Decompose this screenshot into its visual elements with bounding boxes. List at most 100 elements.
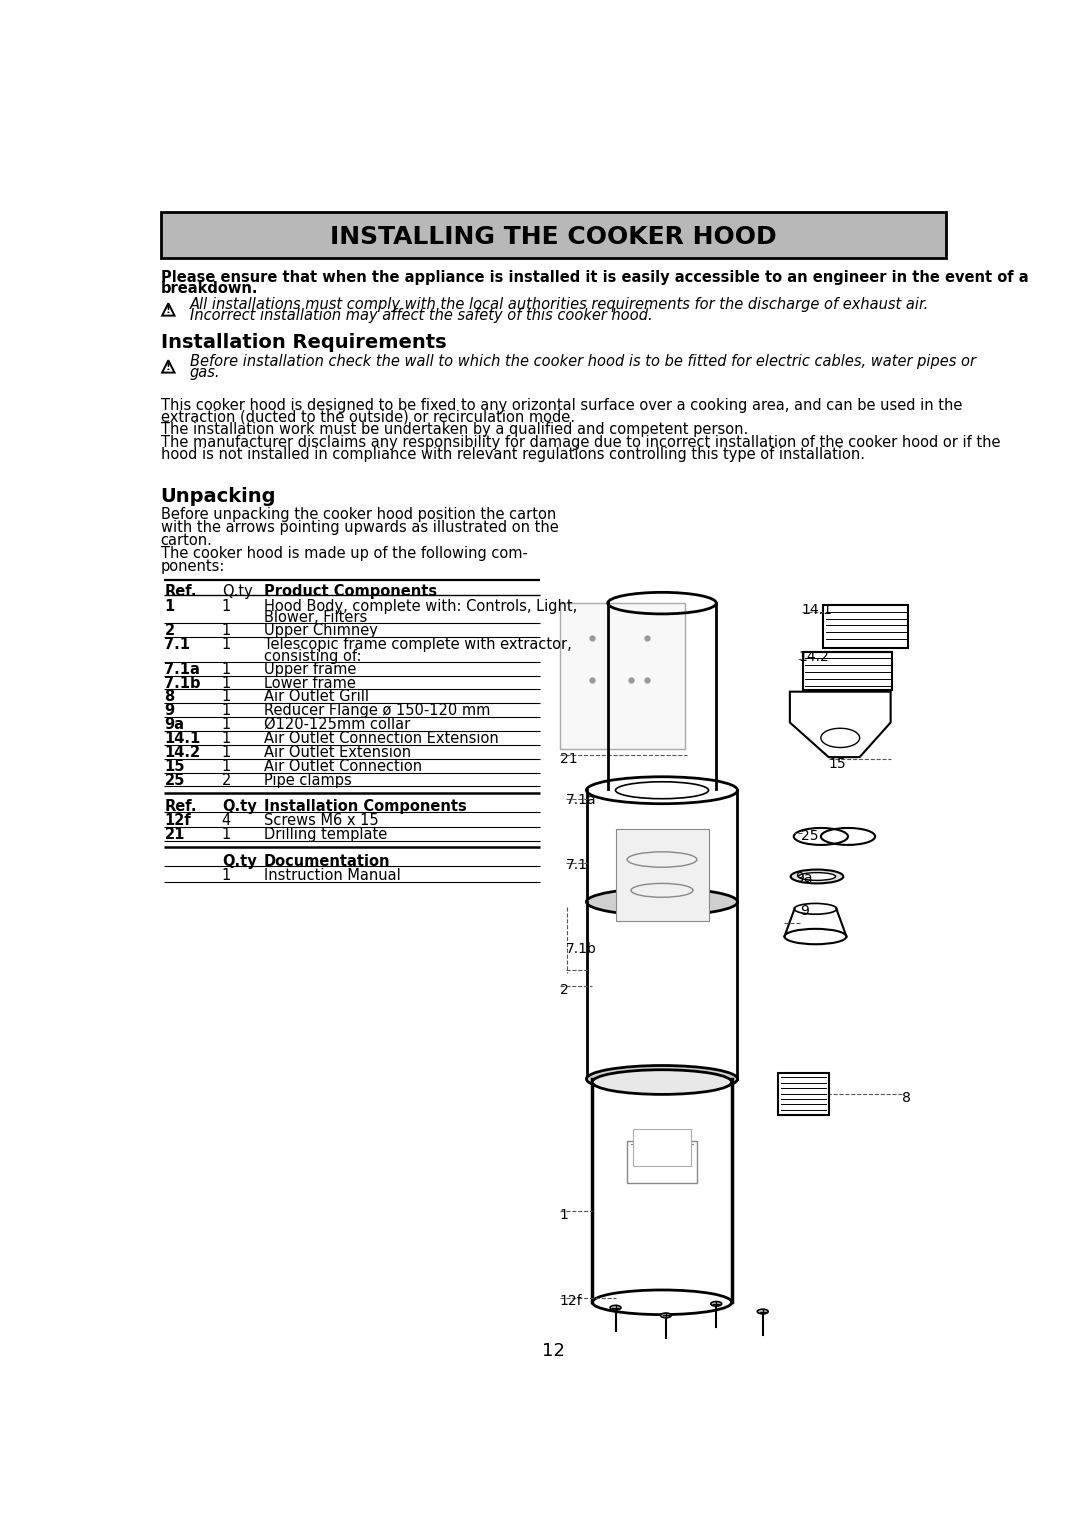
Text: The installation work must be undertaken by a qualified and competent person.: The installation work must be undertaken… bbox=[161, 422, 747, 437]
Text: Before unpacking the cooker hood position the carton: Before unpacking the cooker hood positio… bbox=[161, 508, 556, 521]
Text: 7.1: 7.1 bbox=[164, 638, 190, 651]
Text: 8: 8 bbox=[164, 690, 175, 705]
Text: Upper Chimney: Upper Chimney bbox=[264, 624, 378, 638]
Text: Ref.: Ref. bbox=[164, 800, 197, 815]
Text: 1: 1 bbox=[221, 731, 231, 746]
Text: Pipe clamps: Pipe clamps bbox=[264, 772, 351, 787]
Text: 7.1b: 7.1b bbox=[164, 676, 201, 691]
Text: extraction (ducted to the outside) or recirculation mode.: extraction (ducted to the outside) or re… bbox=[161, 410, 575, 425]
Text: Drilling template: Drilling template bbox=[264, 827, 387, 842]
Text: Reducer Flange ø 150-120 mm: Reducer Flange ø 150-120 mm bbox=[264, 703, 490, 719]
Text: INSTALLING THE COOKER HOOD: INSTALLING THE COOKER HOOD bbox=[330, 225, 777, 249]
Text: Blower, Filters: Blower, Filters bbox=[264, 610, 367, 625]
Text: Air Outlet Connection: Air Outlet Connection bbox=[264, 758, 422, 774]
Text: carton.: carton. bbox=[161, 534, 213, 547]
Text: 25: 25 bbox=[801, 829, 819, 842]
Text: 25: 25 bbox=[164, 772, 185, 787]
Text: 1: 1 bbox=[221, 868, 231, 884]
Text: !: ! bbox=[166, 304, 171, 315]
Text: Air Outlet Connection Extension: Air Outlet Connection Extension bbox=[264, 731, 498, 746]
Text: Q.ty: Q.ty bbox=[221, 584, 253, 599]
Text: 7.1b: 7.1b bbox=[566, 942, 597, 956]
Ellipse shape bbox=[610, 1306, 621, 1310]
Text: 21: 21 bbox=[164, 827, 185, 842]
Text: 1: 1 bbox=[221, 598, 231, 613]
Text: 1: 1 bbox=[221, 624, 231, 638]
Text: Q.ty: Q.ty bbox=[221, 800, 257, 815]
Text: All installations must comply with the local authorities requirements for the di: All installations must comply with the l… bbox=[190, 297, 929, 312]
Text: 1: 1 bbox=[221, 717, 231, 732]
Text: 7.1a: 7.1a bbox=[566, 794, 596, 807]
Text: 1: 1 bbox=[221, 690, 231, 705]
Text: 1: 1 bbox=[221, 703, 231, 719]
Text: The manufacturer disclaims any responsibility for damage due to incorrect instal: The manufacturer disclaims any responsib… bbox=[161, 434, 1000, 450]
Bar bbox=[627, 1141, 697, 1183]
Text: 9a: 9a bbox=[164, 717, 185, 732]
Text: 1: 1 bbox=[221, 758, 231, 774]
Text: with the arrows pointing upwards as illustrated on the: with the arrows pointing upwards as illu… bbox=[161, 520, 558, 535]
Text: 1: 1 bbox=[221, 745, 231, 760]
Bar bbox=[633, 1128, 691, 1167]
FancyBboxPatch shape bbox=[161, 213, 946, 258]
Text: Air Outlet Extension: Air Outlet Extension bbox=[264, 745, 410, 760]
Text: Instruction Manual: Instruction Manual bbox=[264, 868, 401, 884]
Bar bbox=[804, 651, 892, 690]
Text: 14.2: 14.2 bbox=[798, 650, 829, 664]
Text: 12f: 12f bbox=[559, 1294, 582, 1307]
Text: consisting of:: consisting of: bbox=[264, 648, 361, 664]
Text: 1: 1 bbox=[559, 1208, 568, 1222]
Text: Product Components: Product Components bbox=[264, 584, 436, 599]
Ellipse shape bbox=[791, 870, 843, 884]
Text: 14.1: 14.1 bbox=[164, 731, 201, 746]
Ellipse shape bbox=[757, 1309, 768, 1313]
Text: 1: 1 bbox=[221, 662, 231, 677]
Text: breakdown.: breakdown. bbox=[161, 281, 258, 297]
Text: The cooker hood is made up of the following com-: The cooker hood is made up of the follow… bbox=[161, 546, 527, 561]
Bar bbox=[779, 1073, 828, 1115]
Text: 8: 8 bbox=[902, 1090, 912, 1104]
Text: Unpacking: Unpacking bbox=[161, 486, 276, 506]
Text: 14.1: 14.1 bbox=[801, 602, 833, 618]
Text: gas.: gas. bbox=[190, 365, 220, 381]
Text: Installation Components: Installation Components bbox=[264, 800, 467, 815]
Text: Please ensure that when the appliance is installed it is easily accessible to an: Please ensure that when the appliance is… bbox=[161, 269, 1028, 284]
Text: 1: 1 bbox=[221, 638, 231, 651]
Text: 1: 1 bbox=[221, 827, 231, 842]
Text: 12: 12 bbox=[542, 1342, 565, 1361]
Bar bbox=[823, 605, 908, 648]
Text: Ref.: Ref. bbox=[164, 584, 197, 599]
Text: 9: 9 bbox=[800, 904, 809, 919]
Text: Lower frame: Lower frame bbox=[264, 676, 355, 691]
Ellipse shape bbox=[711, 1301, 721, 1306]
Text: 2: 2 bbox=[164, 624, 175, 638]
Text: 1: 1 bbox=[164, 598, 175, 613]
Text: Ø120-125mm collar: Ø120-125mm collar bbox=[264, 717, 410, 732]
Text: 4: 4 bbox=[221, 813, 231, 829]
Text: 9a: 9a bbox=[795, 872, 813, 885]
Text: 15: 15 bbox=[164, 758, 185, 774]
Text: 7.1: 7.1 bbox=[566, 858, 588, 872]
Bar bbox=[559, 602, 685, 749]
Text: Screws M6 x 15: Screws M6 x 15 bbox=[264, 813, 378, 829]
Text: 7.1a: 7.1a bbox=[164, 662, 200, 677]
Text: Documentation: Documentation bbox=[264, 855, 390, 868]
Ellipse shape bbox=[661, 1313, 672, 1318]
Ellipse shape bbox=[586, 1066, 738, 1092]
Text: Telescopic frame complete with extractor,: Telescopic frame complete with extractor… bbox=[264, 638, 571, 651]
Text: Installation Requirements: Installation Requirements bbox=[161, 333, 446, 352]
Ellipse shape bbox=[592, 1070, 732, 1095]
Ellipse shape bbox=[586, 888, 738, 916]
Text: 15: 15 bbox=[828, 757, 847, 771]
Bar bbox=[616, 829, 708, 920]
Text: 2: 2 bbox=[559, 983, 568, 997]
Text: 1: 1 bbox=[221, 676, 231, 691]
Text: Upper frame: Upper frame bbox=[264, 662, 356, 677]
Text: hood is not installed in compliance with relevant regulations controlling this t: hood is not installed in compliance with… bbox=[161, 446, 865, 462]
Text: 12f: 12f bbox=[164, 813, 191, 829]
Text: Incorrect installation may affect the safety of this cooker hood.: Incorrect installation may affect the sa… bbox=[190, 309, 652, 323]
Text: Air Outlet Grill: Air Outlet Grill bbox=[264, 690, 368, 705]
Ellipse shape bbox=[798, 873, 836, 881]
Text: Q.ty: Q.ty bbox=[221, 855, 257, 868]
Text: 14.2: 14.2 bbox=[164, 745, 201, 760]
Text: This cooker hood is designed to be fixed to any orizontal surface over a cooking: This cooker hood is designed to be fixed… bbox=[161, 398, 962, 413]
